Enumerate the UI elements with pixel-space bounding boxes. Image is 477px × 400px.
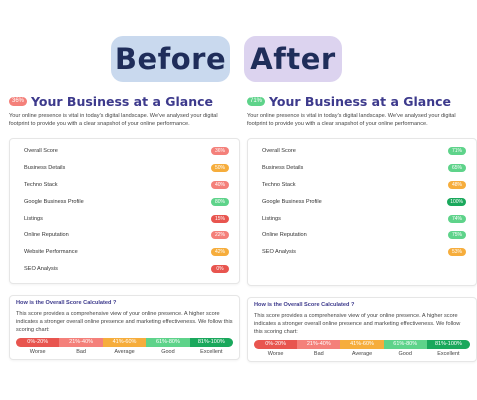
metric-badge: 65% — [448, 164, 466, 173]
calculation-text: This score provides a comprehensive view… — [16, 311, 233, 334]
score-calculation-card: How is the Overall Score Calculated ? Th… — [247, 296, 477, 362]
scale-label: Excellent — [437, 350, 460, 357]
metric-row: Overall Score 36% — [24, 143, 229, 160]
metric-label: Techno Stack — [24, 181, 58, 188]
scale-labels: Worse Bad Average Good Excellent — [254, 351, 470, 357]
scale-range: 41%-60% — [102, 338, 147, 348]
title-row: 36% Your Business at a Glance — [9, 92, 240, 110]
score-scale-bar: 0%-20% 21%-40% 41%-60% 61%-80% 81%-100% — [16, 338, 233, 348]
scale-range: 61%-80% — [383, 339, 427, 349]
scale-label: Worse — [267, 350, 284, 357]
metric-label: Business Details — [24, 165, 66, 172]
calculation-title: How is the Overall Score Calculated ? — [254, 301, 355, 308]
metric-row: SEO Analysis 53% — [262, 244, 466, 261]
calculation-title: How is the Overall Score Calculated ? — [16, 300, 117, 307]
metric-badge: 42% — [211, 248, 229, 257]
metrics-card: Overall Score 71% Business Details 65% Tec… — [247, 138, 477, 286]
metric-row: Online Reputation 75% — [262, 227, 466, 244]
metric-badge: 48% — [448, 180, 466, 189]
metric-row: Business Details 65% — [262, 160, 466, 177]
scale-range: 61%-80% — [146, 338, 190, 348]
metric-label: Business Details — [262, 165, 304, 172]
metric-label: Overall Score — [262, 148, 296, 155]
scale-label: Bad — [313, 350, 324, 357]
score-scale-bar: 0%-20% 21%-40% 41%-60% 61%-80% 81%-100% — [254, 339, 470, 349]
scale-label: Good — [398, 350, 412, 357]
page-title: Your Business at a Glance — [31, 93, 213, 109]
metric-label: Google Business Profile — [24, 198, 84, 205]
after-label: After — [250, 42, 336, 76]
metric-row: Techno Stack 48% — [262, 177, 466, 194]
scale-range: 0%-20% — [16, 338, 60, 348]
scale-range: 41%-60% — [340, 339, 384, 349]
before-label: Before — [114, 42, 227, 76]
metric-badge: 53% — [448, 248, 466, 257]
metric-row: Listings 15% — [24, 210, 229, 227]
metric-badge: 50% — [211, 164, 229, 173]
metric-label: Online Reputation — [262, 232, 307, 239]
intro-text: Your online presence is vital in today's… — [247, 113, 456, 127]
metric-badge: 71% — [448, 147, 466, 156]
metric-label: Online Reputation — [24, 232, 69, 239]
metric-badge: 0% — [211, 264, 229, 273]
spacer — [262, 261, 466, 279]
scale-range: 0%-20% — [254, 339, 298, 349]
metric-label: Google Business Profile — [262, 198, 322, 205]
scale-label: Average — [114, 349, 135, 356]
calculation-text: This score provides a comprehensive view… — [254, 312, 461, 335]
metric-row: Overall Score 71% — [262, 143, 466, 160]
metric-label: Overall Score — [24, 148, 58, 155]
metric-row: Online Reputation 22% — [24, 227, 229, 244]
score-calculation-card: How is the Overall Score Calculated ? Th… — [9, 295, 240, 361]
intro-text: Your online presence is vital in today's… — [9, 113, 218, 127]
metric-row: SEO Analysis 0% — [24, 261, 229, 278]
metric-badge: 15% — [211, 214, 229, 223]
scale-range: 81%-100% — [189, 338, 233, 348]
scale-label: Bad — [76, 349, 86, 356]
metric-row: Google Business Profile 80% — [24, 193, 229, 210]
metric-label: Techno Stack — [262, 181, 296, 188]
metric-row: Techno Stack 40% — [24, 177, 229, 194]
metric-row: Listings 74% — [262, 210, 466, 227]
metric-row: Google Business Profile 100% — [262, 193, 466, 210]
metric-badge: 74% — [448, 214, 466, 223]
scale-label: Worse — [29, 349, 46, 356]
title-row: 71% Your Business at a Glance — [247, 92, 477, 110]
metrics-card: Overall Score 36% Business Details 50% Tec… — [9, 138, 240, 285]
metric-badge: 100% — [447, 197, 466, 206]
metric-badge: 40% — [211, 180, 229, 189]
before-panel: 36% Your Business at a Glance Your onlin… — [9, 92, 240, 361]
scale-label: Excellent — [200, 349, 223, 356]
metric-label: Listings — [262, 215, 281, 222]
metric-badge: 22% — [211, 231, 229, 240]
scale-labels: Worse Bad Average Good Excellent — [16, 349, 233, 355]
overall-score-pill: 71% — [247, 96, 266, 106]
metric-label: Listings — [24, 215, 43, 222]
metric-row: Website Performance 42% — [24, 244, 229, 261]
scale-range: 81%-100% — [426, 339, 470, 349]
after-panel: 71% Your Business at a Glance Your onlin… — [247, 92, 477, 362]
scale-range: 21%-40% — [59, 338, 103, 348]
metric-label: SEO Analysis — [24, 265, 58, 272]
after-header-pill: After — [244, 36, 342, 82]
scale-range: 21%-40% — [297, 339, 341, 349]
metric-row: Business Details 50% — [24, 160, 229, 177]
metric-badge: 36% — [211, 147, 229, 156]
metric-badge: 80% — [211, 197, 229, 206]
metric-label: SEO Analysis — [262, 249, 296, 256]
before-header-pill: Before — [111, 36, 230, 82]
metric-badge: 75% — [448, 231, 466, 240]
scale-label: Good — [161, 349, 175, 356]
page-title: Your Business at a Glance — [269, 93, 451, 109]
metric-label: Website Performance — [24, 249, 78, 256]
overall-score-pill: 36% — [9, 96, 28, 106]
scale-label: Average — [351, 350, 373, 357]
